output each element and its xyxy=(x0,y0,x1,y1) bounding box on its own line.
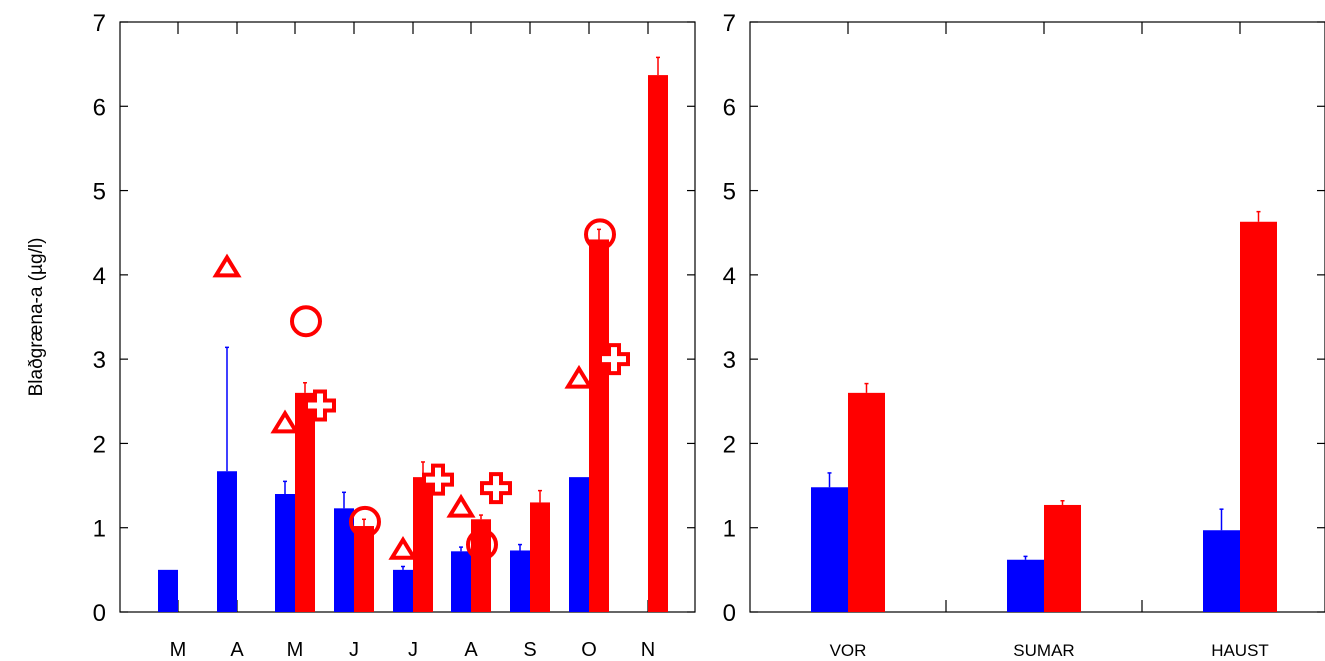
bar xyxy=(158,569,178,612)
y-tick-label: 3 xyxy=(93,347,106,374)
bar xyxy=(471,519,491,612)
plus-marker xyxy=(422,463,454,496)
y-tick-label: 0 xyxy=(93,600,106,627)
y-tick-label: 5 xyxy=(93,179,106,206)
bar xyxy=(393,569,413,612)
x-tick-label: J xyxy=(408,639,418,661)
y-tick-label: 5 xyxy=(723,179,736,206)
x-tick-label: HAUST xyxy=(1211,641,1269,660)
triangle-marker xyxy=(212,253,242,278)
bar xyxy=(1007,559,1044,612)
y-tick-label: 7 xyxy=(93,10,106,37)
plus-marker xyxy=(304,389,336,422)
bar xyxy=(530,502,550,612)
bar xyxy=(451,551,471,612)
triangle-marker xyxy=(388,535,418,560)
bar xyxy=(217,471,237,612)
bar xyxy=(354,526,374,612)
circle-marker xyxy=(349,505,381,538)
bar xyxy=(510,550,530,612)
plus-marker xyxy=(480,472,512,505)
bar xyxy=(848,392,885,612)
circle-marker xyxy=(584,218,616,251)
y-tick-label: 6 xyxy=(723,94,736,121)
x-tick-label: N xyxy=(641,639,655,661)
triangle-marker xyxy=(270,409,300,434)
x-tick-label: A xyxy=(464,639,478,661)
triangle-marker xyxy=(564,364,594,389)
x-tick-label: J xyxy=(349,639,359,661)
triangle-marker xyxy=(446,493,476,518)
y-tick-label: 2 xyxy=(723,431,736,458)
y-tick-label: 1 xyxy=(93,516,106,543)
bar xyxy=(334,508,354,612)
left-panel: 0 1 2 3 4 5 6 7 M A M J J A S O N xyxy=(93,10,696,661)
y-tick-label: 1 xyxy=(723,516,736,543)
bar xyxy=(275,494,295,612)
circle-marker xyxy=(290,305,322,338)
bar xyxy=(1240,221,1277,612)
x-tick-label: VOR xyxy=(830,641,867,660)
bar xyxy=(1044,504,1081,612)
x-tick-label: M xyxy=(170,639,187,661)
bar xyxy=(1203,530,1240,612)
bar xyxy=(648,75,668,613)
x-tick-label: O xyxy=(581,639,597,661)
y-tick-label: 2 xyxy=(93,431,106,458)
bar xyxy=(413,477,433,612)
bar xyxy=(295,392,315,612)
y-tick-label: 6 xyxy=(93,94,106,121)
x-tick-label: A xyxy=(230,639,244,661)
y-tick-label: 7 xyxy=(723,10,736,37)
y-tick-label: 4 xyxy=(723,263,736,290)
right-panel: 0 1 2 3 4 5 6 7 VOR SUMAR HAUST xyxy=(723,10,1325,660)
bar xyxy=(589,239,609,612)
bar xyxy=(811,487,848,612)
y-axis-label: Blaðgræna-a (µg/l) xyxy=(26,238,47,397)
x-tick-label: S xyxy=(523,639,536,661)
y-tick-label: 0 xyxy=(723,600,736,627)
x-tick-label: M xyxy=(287,639,304,661)
bar xyxy=(569,477,589,612)
circle-marker xyxy=(466,528,498,561)
plus-marker xyxy=(598,343,630,376)
y-tick-label: 4 xyxy=(93,263,106,290)
y-tick-label: 3 xyxy=(723,347,736,374)
x-tick-label: SUMAR xyxy=(1013,641,1074,660)
